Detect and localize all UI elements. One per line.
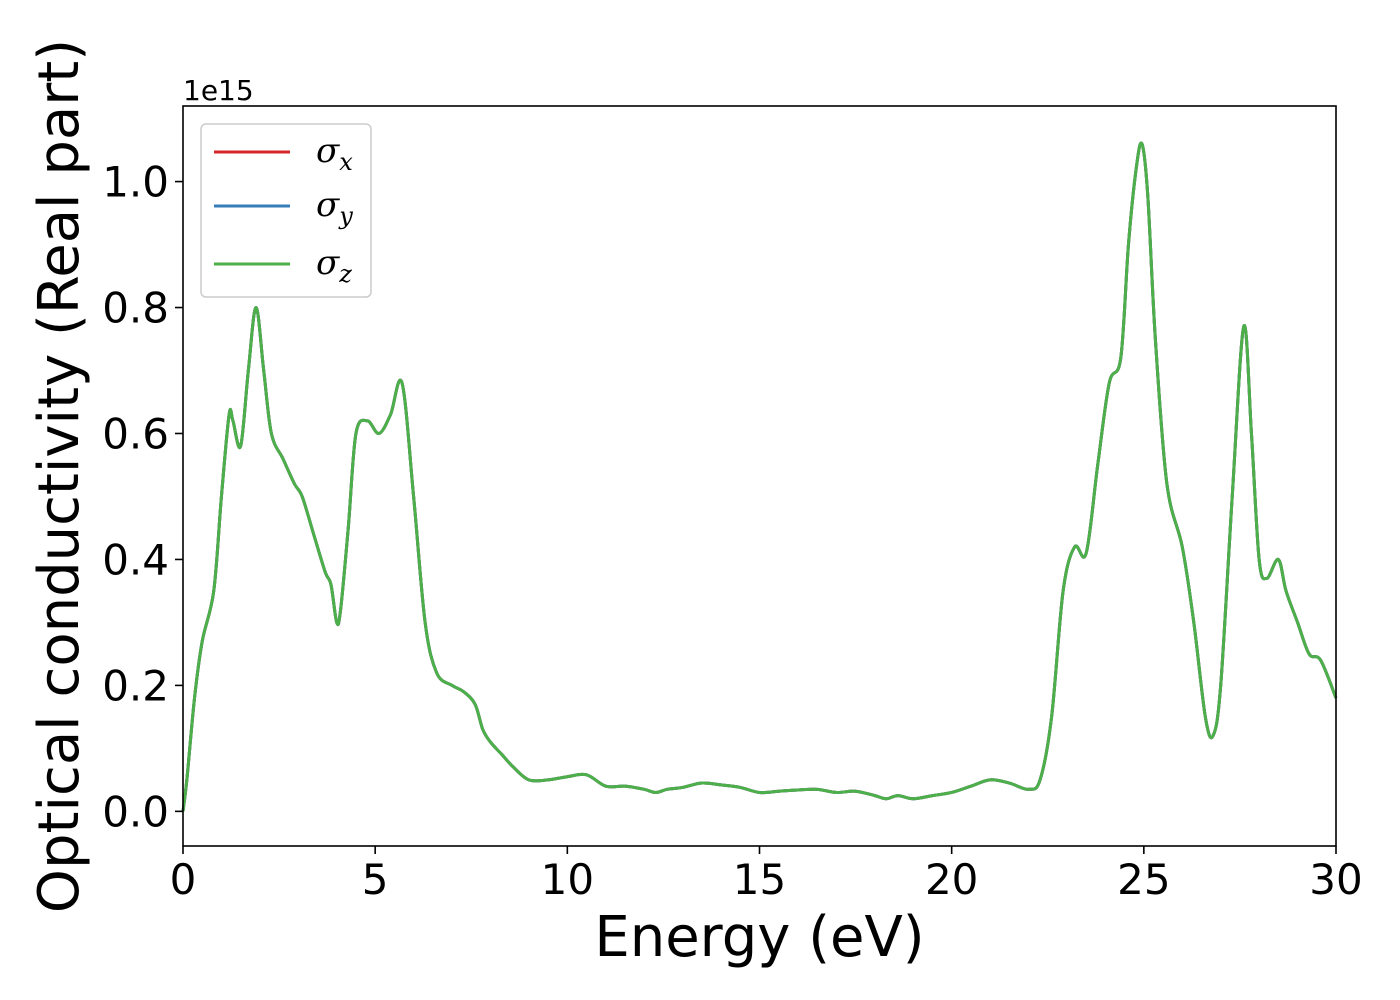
- x-axis-label: Energy (eV): [594, 905, 924, 970]
- series-layer: [181, 141, 1338, 812]
- y-axis: 0.0 0.2 0.4 0.6 0.8 1.0: [102, 158, 183, 836]
- x-tick-label: 5: [362, 855, 389, 904]
- y-tick-label: 0.6: [102, 409, 169, 458]
- x-tick-label: 25: [1117, 855, 1170, 904]
- legend: σx σy σz: [200, 123, 372, 298]
- x-tick-label: 30: [1309, 855, 1362, 904]
- legend-label-y: σy: [316, 185, 353, 230]
- y-tick-label: 1.0: [102, 158, 169, 207]
- legend-box: [200, 123, 372, 298]
- y-offset-label: 1e15: [183, 74, 254, 107]
- x-tick-label: 0: [170, 855, 197, 904]
- legend-label-x: σx: [316, 131, 353, 176]
- y-tick-label: 0.0: [102, 787, 169, 836]
- series-line-z: [181, 141, 1338, 812]
- x-tick-label: 15: [733, 855, 786, 904]
- legend-label-z: σz: [316, 243, 352, 288]
- x-axis: 0 5 10 15 20 25 30: [170, 846, 1363, 904]
- y-tick-label: 0.8: [102, 284, 169, 333]
- x-tick-label: 20: [925, 855, 978, 904]
- y-tick-label: 0.2: [102, 661, 169, 710]
- x-tick-label: 10: [541, 855, 594, 904]
- y-axis-label: Optical conductivity (Real part): [27, 39, 92, 913]
- y-tick-label: 0.4: [102, 535, 169, 584]
